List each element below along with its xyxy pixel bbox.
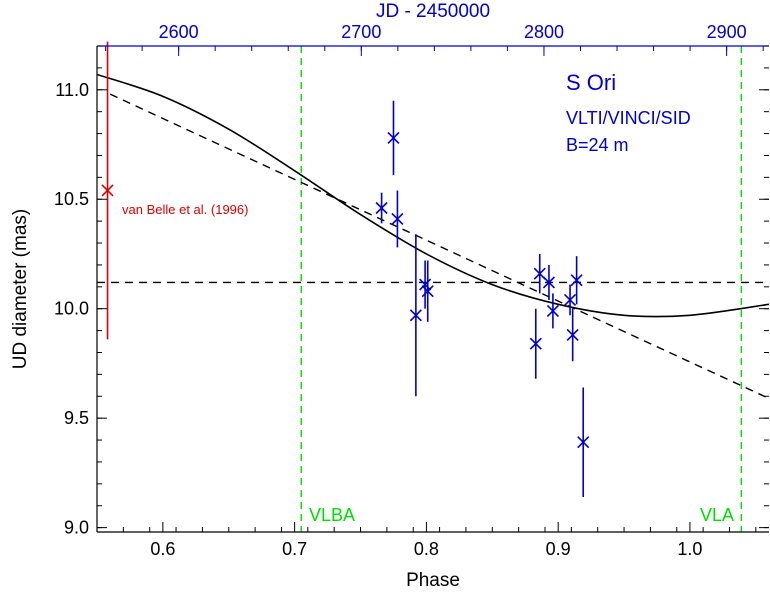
- y-tick-label: 9.0: [64, 518, 89, 538]
- vinci-data-point: [570, 256, 583, 305]
- x-tick-label: 1.0: [677, 539, 702, 559]
- x-tick-label: 0.8: [414, 539, 439, 559]
- star-name-label: S Ori: [566, 70, 616, 95]
- vinci-data-point: [563, 284, 577, 316]
- vinci-data-point: [546, 293, 559, 329]
- point-marker: [577, 436, 590, 449]
- vinci-data-point: [409, 234, 422, 397]
- vinci-data-point: [529, 308, 542, 379]
- top-tick-label: 2600: [159, 22, 199, 42]
- x-tick-label: 0.9: [546, 539, 571, 559]
- y-axis-title: UD diameter (mas): [10, 209, 31, 369]
- vinci-data-point: [577, 387, 590, 497]
- model-curves: [97, 73, 769, 400]
- x-tick-label: 0.6: [150, 539, 175, 559]
- point-marker: [542, 276, 556, 289]
- point-marker: [533, 267, 546, 280]
- y-tick-label: 9.5: [64, 408, 89, 428]
- point-marker: [391, 212, 404, 226]
- vinci-data-point: [421, 260, 434, 322]
- point-marker: [101, 184, 114, 197]
- vinci-data-point: [542, 264, 556, 300]
- sinusoid-fit-curve: [97, 73, 769, 318]
- vinci-data-point: [391, 190, 404, 248]
- point-marker: [375, 201, 388, 215]
- point-marker: [419, 278, 432, 291]
- x-axis-title: Phase: [406, 570, 460, 591]
- x-tick-label: 0.7: [282, 539, 307, 559]
- reference-data-point: [101, 41, 114, 340]
- reference-label: van Belle et al. (1996): [122, 202, 248, 217]
- instrument-label: VLTI/VINCI/SID: [566, 108, 691, 128]
- top-tick-label: 2900: [707, 22, 747, 42]
- point-marker: [409, 309, 422, 322]
- point-marker: [570, 274, 583, 287]
- point-marker: [546, 304, 559, 317]
- y-tick-label: 11.0: [55, 80, 89, 100]
- vla-label: VLA: [700, 505, 734, 525]
- point-marker: [421, 285, 434, 298]
- top-axis-title: JD - 2450000: [376, 1, 490, 22]
- vinci-data-point: [566, 308, 579, 362]
- vinci-data-point: [387, 100, 400, 176]
- vinci-data-point: [419, 260, 432, 309]
- y-tick-label: 10.0: [54, 299, 89, 319]
- linear-fit-line: [109, 93, 769, 400]
- top-tick-label: 2800: [524, 22, 564, 42]
- baseline-label: B=24 m: [566, 135, 629, 155]
- point-marker: [387, 131, 400, 145]
- y-tick-label: 10.5: [54, 189, 89, 209]
- vinci-data-point: [375, 192, 388, 224]
- point-marker: [563, 293, 577, 307]
- point-marker: [566, 328, 579, 342]
- point-marker: [529, 337, 542, 350]
- top-tick-label: 2700: [341, 22, 381, 42]
- vlba-label: VLBA: [309, 505, 355, 525]
